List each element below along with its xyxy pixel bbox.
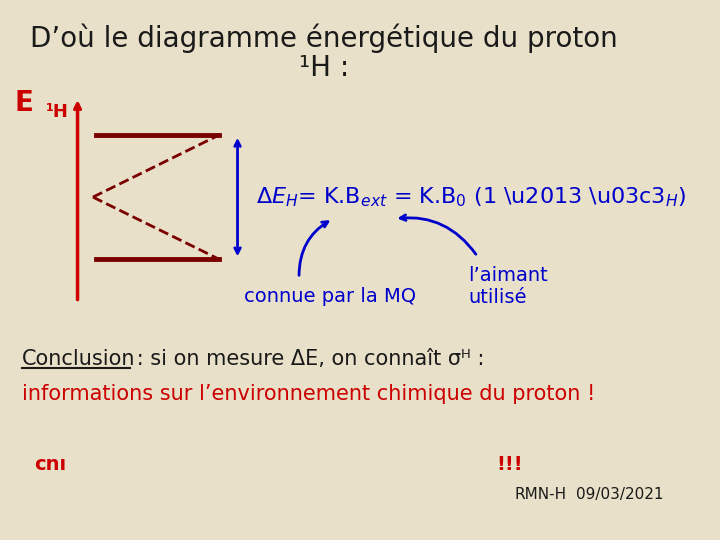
Text: D’où le diagramme énergétique du proton: D’où le diagramme énergétique du proton xyxy=(30,23,618,52)
Text: connue par la MQ: connue par la MQ xyxy=(243,287,416,307)
Text: ¹H: ¹H xyxy=(45,103,68,122)
Text: cnı: cnı xyxy=(35,455,67,474)
Text: E: E xyxy=(15,89,34,117)
Text: Conclusion: Conclusion xyxy=(22,349,135,369)
Text: RMN-H: RMN-H xyxy=(514,487,567,502)
Text: informations sur l’environnement chimique du proton !: informations sur l’environnement chimiqu… xyxy=(22,384,595,404)
Text: 09/03/2021: 09/03/2021 xyxy=(576,487,663,502)
Text: ¹H :: ¹H : xyxy=(299,53,348,82)
Text: !!!: !!! xyxy=(496,455,523,474)
Text: l’aimant
utilisé: l’aimant utilisé xyxy=(468,266,548,307)
Text: : si on mesure ΔE, on connaît σᴴ :: : si on mesure ΔE, on connaît σᴴ : xyxy=(130,349,485,369)
Text: $\Delta E_H$= K.B$_{ext}$ = K.B$_0$ (1 \u2013 \u03c3$_H$): $\Delta E_H$= K.B$_{ext}$ = K.B$_0$ (1 \… xyxy=(256,185,686,209)
